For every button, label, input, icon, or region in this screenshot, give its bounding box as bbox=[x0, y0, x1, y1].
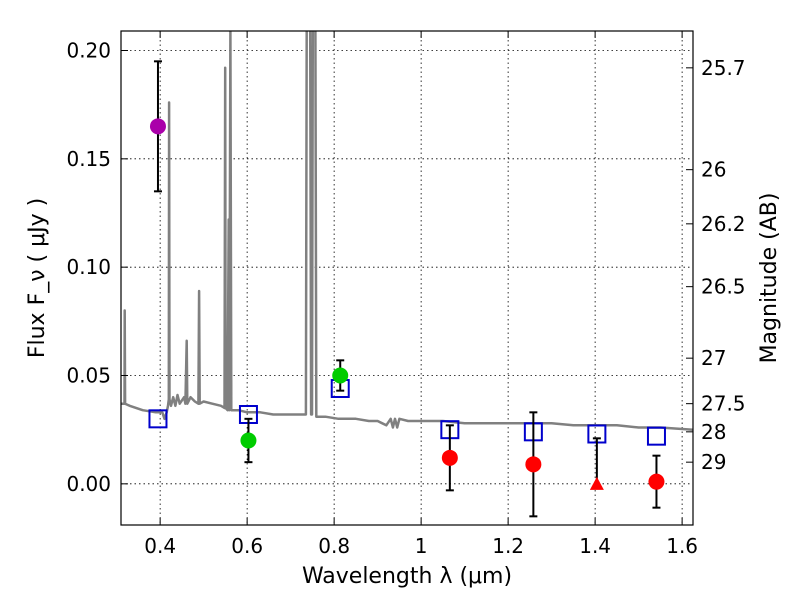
spectrum-line bbox=[121, 31, 693, 431]
x-tick-label: 1.2 bbox=[492, 534, 524, 558]
plot-area bbox=[121, 31, 693, 525]
x-tick-label: 0.8 bbox=[318, 534, 350, 558]
right-tick-label: 26.5 bbox=[701, 275, 746, 299]
y-tick-label: 0.10 bbox=[66, 255, 111, 279]
observed-photometry-point bbox=[441, 449, 458, 466]
upper-limit-marker bbox=[589, 476, 604, 490]
right-tick-label: 29 bbox=[701, 450, 726, 474]
right-tick-label: 26 bbox=[701, 158, 726, 182]
model-photometry-point bbox=[148, 409, 168, 429]
grid bbox=[121, 31, 693, 525]
y-tick-label: 0.05 bbox=[66, 364, 111, 388]
y-tick-label: 0.00 bbox=[66, 472, 111, 496]
marker-layer bbox=[148, 60, 666, 518]
observed-photometry-point bbox=[240, 432, 257, 449]
axes: 0.4 0.6 0.8 1 1.2 1.4 1.6 0.00 0.05 0.10 0.15 0.20 2… bbox=[66, 31, 746, 558]
right-tick-label: 26.2 bbox=[701, 212, 746, 236]
x-tick-label: 1.4 bbox=[579, 534, 611, 558]
observed-photometry-point bbox=[149, 118, 166, 135]
x-tick-label: 0.6 bbox=[231, 534, 263, 558]
plot-frame bbox=[120, 30, 694, 526]
right-tick-label: 25.7 bbox=[701, 56, 746, 80]
observed-photometry-point bbox=[648, 473, 665, 490]
model-photometry-point bbox=[646, 426, 666, 446]
y-tick-label: 0.20 bbox=[66, 39, 111, 63]
right-tick-label: 27.5 bbox=[701, 392, 746, 416]
observed-photometry-point bbox=[332, 367, 349, 384]
right-axis-label: Magnitude (AB) bbox=[757, 193, 782, 364]
x-tick-label: 1.6 bbox=[666, 534, 698, 558]
data-layer bbox=[121, 31, 693, 431]
x-axis-label: Wavelength λ (μm) bbox=[302, 564, 512, 589]
x-tick-label: 0.4 bbox=[144, 534, 176, 558]
right-tick-label: 27 bbox=[701, 346, 726, 370]
right-tick-label: 28 bbox=[701, 420, 726, 444]
y-axis-label: Flux F_ν ( μJy ) bbox=[25, 198, 50, 358]
observed-photometry-point bbox=[525, 456, 542, 473]
y-tick-label: 0.15 bbox=[66, 147, 111, 171]
x-tick-label: 1 bbox=[415, 534, 428, 558]
